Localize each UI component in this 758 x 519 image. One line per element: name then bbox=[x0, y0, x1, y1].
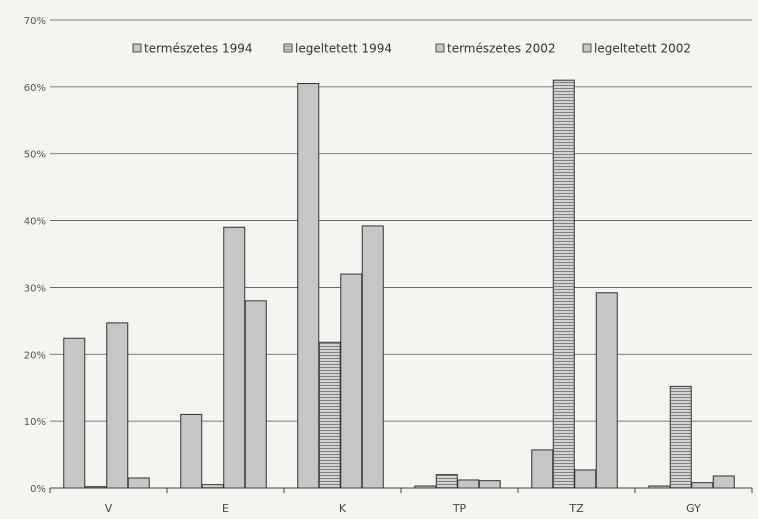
y-tick-label: 50% bbox=[24, 150, 46, 161]
x-category-label: GY bbox=[686, 502, 701, 515]
x-category-label: TZ bbox=[568, 502, 584, 515]
bar-e-series-1 bbox=[180, 413, 203, 489]
bar-tp-series-3 bbox=[457, 479, 480, 489]
bar-k-series-1 bbox=[297, 83, 320, 489]
y-tick-label: 0% bbox=[30, 484, 46, 495]
bar-v-series-1 bbox=[63, 337, 86, 489]
y-tick-label: 70% bbox=[24, 16, 46, 27]
bar-tz-series-3 bbox=[574, 469, 597, 489]
bar-v-series-3 bbox=[106, 322, 129, 489]
y-tick-label: 60% bbox=[24, 83, 46, 94]
y-tick-label: 30% bbox=[24, 283, 46, 294]
legend: természetes 1994 legeltetett 1994 természe… bbox=[132, 42, 691, 56]
bar-tp-series-2 bbox=[435, 474, 458, 489]
bar-v-series-4 bbox=[127, 477, 150, 489]
x-category-label: TP bbox=[452, 502, 467, 515]
x-axis bbox=[49, 487, 753, 493]
y-tick-label: 40% bbox=[24, 217, 46, 228]
bar-gy-series-2 bbox=[669, 385, 692, 489]
bar-gy-series-3 bbox=[691, 482, 714, 489]
legend-swatch bbox=[582, 43, 592, 53]
bar-tp-series-4 bbox=[478, 480, 501, 489]
x-category-label: V bbox=[105, 502, 113, 515]
legend-label: legeltetett 1994 bbox=[295, 42, 392, 56]
y-tick-label: 10% bbox=[24, 417, 46, 428]
gridlines bbox=[50, 19, 752, 422]
bar-k-series-2 bbox=[318, 341, 341, 489]
bar-e-series-4 bbox=[244, 300, 267, 489]
category-labels: V E K TP TZ GY bbox=[105, 502, 701, 515]
x-category-label: E bbox=[222, 502, 229, 515]
bar-k-series-3 bbox=[340, 273, 363, 489]
legend-swatch bbox=[132, 43, 142, 53]
legend-label: természetes 2002 bbox=[447, 42, 556, 56]
legend-swatch bbox=[283, 43, 293, 53]
legend-swatch bbox=[435, 43, 445, 53]
legend-label: természetes 1994 bbox=[144, 42, 253, 56]
bar-tz-series-1 bbox=[531, 449, 554, 489]
legend-label: legeltetett 2002 bbox=[594, 42, 691, 56]
bar-tz-series-2 bbox=[552, 79, 575, 489]
bar-tz-series-4 bbox=[595, 292, 618, 489]
bar-e-series-2 bbox=[201, 484, 224, 489]
bar-gy-series-4 bbox=[712, 475, 735, 489]
bar-e-series-3 bbox=[223, 226, 246, 489]
y-tick-label: 20% bbox=[24, 350, 46, 361]
bars bbox=[63, 79, 735, 489]
y-axis-tick-labels: 0% 10% 20% 30% 40% 50% 60% 70% bbox=[24, 16, 46, 495]
x-category-label: K bbox=[339, 502, 347, 515]
bar-k-series-4 bbox=[361, 225, 384, 489]
